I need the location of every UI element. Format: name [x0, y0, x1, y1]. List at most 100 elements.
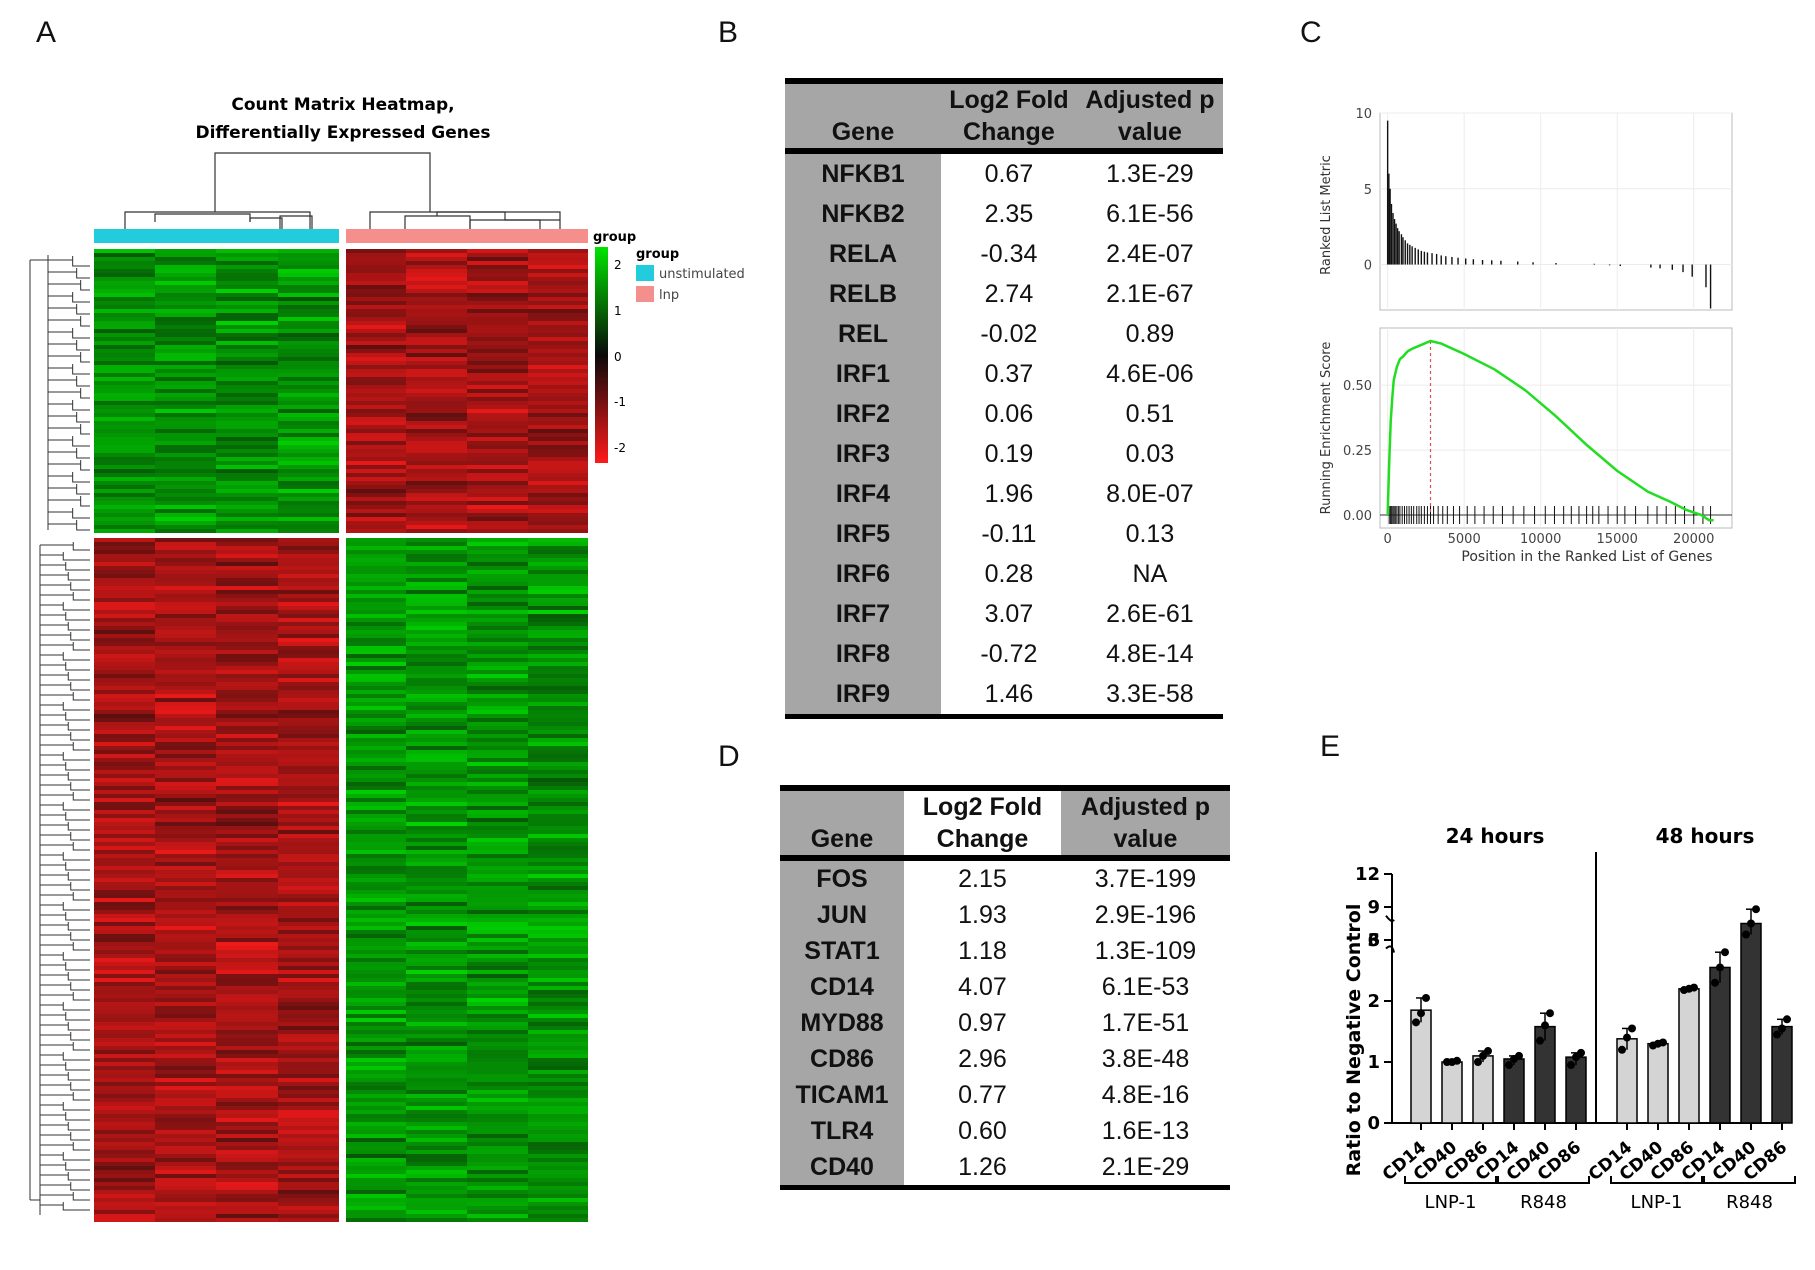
- e-data-point: [1541, 1021, 1549, 1030]
- header-gene: Gene: [785, 81, 941, 151]
- e-data-point: [1659, 1038, 1667, 1047]
- cell-fold-change: 1.96: [984, 479, 1034, 508]
- cell-gene: NFKB1: [785, 151, 941, 194]
- xtick-label: 0: [1384, 532, 1392, 547]
- e-data-point: [1716, 963, 1724, 972]
- cell-gene: RELA: [785, 234, 941, 274]
- e-treatment-label: LNP-1: [1425, 1192, 1477, 1213]
- e-group-title-24h: 24 hours: [1446, 824, 1545, 848]
- e-ytick-label: 0: [1367, 1113, 1380, 1134]
- e-data-point: [1422, 993, 1430, 1002]
- table-row: IRF8 -0.72 4.8E-14: [785, 634, 1223, 674]
- e-data-point: [1453, 1056, 1461, 1065]
- e-data-point: [1536, 1036, 1544, 1045]
- table-row: CD14 4.07 6.1E-53: [780, 969, 1230, 1005]
- e-data-point: [1515, 1051, 1523, 1060]
- table-row: TLR4 0.60 1.6E-13: [780, 1113, 1230, 1149]
- cell-adjusted-p: 0.13: [1125, 519, 1175, 548]
- e-data-point: [1747, 919, 1755, 928]
- cell-fold-change: 0.77: [958, 1080, 1007, 1109]
- legend-swatch-lnp: [636, 286, 654, 302]
- e-data-point: [1505, 1061, 1513, 1070]
- e-data-point: [1721, 948, 1729, 957]
- e-data-point: [1711, 978, 1719, 987]
- cell-adjusted-p: 6.1E-56: [1106, 199, 1194, 228]
- group-bar-lnp: [346, 229, 588, 243]
- heatmap-cells: [94, 249, 588, 1222]
- bottom-plot-frame: [1379, 327, 1733, 529]
- e-axis-break-mark: [1385, 945, 1395, 953]
- e-ytick-label: 2: [1367, 991, 1380, 1012]
- e-data-point: [1773, 1030, 1781, 1039]
- ranked-metric-plot: 10 5 0: [1355, 107, 1733, 311]
- e-ytick-label: 1: [1367, 1052, 1380, 1073]
- cell-fold-change: 2.35: [984, 199, 1034, 228]
- cell-fold-change: 0.97: [958, 1008, 1007, 1037]
- table-row: IRF6 0.28 NA: [785, 554, 1223, 594]
- bar-chart-e: Ratio to Negative Control 24 hours 48 ho…: [1343, 824, 1796, 1213]
- enrichment-ylabel: Running Enrichment Score: [1319, 342, 1334, 515]
- table-row: IRF4 1.96 8.0E-07: [785, 474, 1223, 514]
- cell-adjusted-p: 6.1E-53: [1101, 972, 1190, 1001]
- e-treatment-bracket: [1610, 1176, 1703, 1184]
- ytick-label: 0.25: [1343, 444, 1372, 459]
- e-bars: [1410, 905, 1793, 1124]
- cell-fold-change: -0.34: [980, 239, 1038, 268]
- table-b-body: NFKB1 0.67 1.3E-29 NFKB2 2.35 6.1E-56 RELA -0.3…: [785, 151, 1223, 717]
- cell-adjusted-p: 8.0E-07: [1106, 479, 1194, 508]
- table-row: TICAM1 0.77 4.8E-16: [780, 1077, 1230, 1113]
- xtick-label: 5000: [1448, 532, 1481, 547]
- cell-gene: NFKB2: [785, 194, 941, 234]
- cell-fold-change: 0.60: [958, 1116, 1007, 1145]
- cell-adjusted-p: 4.6E-06: [1106, 359, 1194, 388]
- ranked-metric-ylabel: Ranked List Metric: [1319, 155, 1334, 275]
- table-row: JUN 1.93 2.9E-196: [780, 897, 1230, 933]
- row-dendrogram: [29, 255, 90, 1215]
- cell-adjusted-p: 1.3E-29: [1106, 159, 1194, 188]
- cell-fold-change: 1.93: [958, 900, 1007, 929]
- cell-gene: STAT1: [780, 933, 904, 969]
- table-row: REL -0.02 0.89: [785, 314, 1223, 354]
- e-data-point: [1479, 1051, 1487, 1060]
- cell-fold-change: 1.26: [958, 1152, 1007, 1181]
- scale-tick: -1: [614, 395, 626, 409]
- cell-gene: FOS: [780, 858, 904, 897]
- xtick-label: 15000: [1597, 532, 1638, 547]
- cell-adjusted-p: 2.6E-61: [1106, 599, 1194, 628]
- cell-gene: CD14: [780, 969, 904, 1005]
- e-ytick-label: 12: [1355, 864, 1380, 885]
- cell-fold-change: 2.74: [984, 279, 1034, 308]
- e-bar: [1441, 1061, 1463, 1124]
- cell-fold-change: -0.02: [980, 319, 1038, 348]
- cell-adjusted-p: 2.1E-67: [1106, 279, 1194, 308]
- table-row: STAT1 1.18 1.3E-109: [780, 933, 1230, 969]
- group-bar-label: group: [593, 230, 636, 245]
- table-row: CD40 1.26 2.1E-29: [780, 1149, 1230, 1188]
- e-axis-break-mark: [1385, 915, 1395, 923]
- cell-fold-change: 3.07: [984, 599, 1034, 628]
- e-treatment-bracket: [1497, 1176, 1590, 1184]
- panel-label-b: B: [718, 16, 739, 49]
- e-treatment-label: LNP-1: [1631, 1192, 1683, 1213]
- header-fold-change: Log2 Fold Change: [941, 81, 1077, 151]
- table-row: IRF9 1.46 3.3E-58: [785, 674, 1223, 717]
- top-plot-frame: [1379, 112, 1733, 311]
- cell-adjusted-p: 2.9E-196: [1094, 900, 1197, 929]
- color-scale-bar: [595, 247, 608, 463]
- cell-fold-change: 1.18: [958, 936, 1007, 965]
- e-data-point: [1742, 930, 1750, 939]
- e-data-point: [1484, 1047, 1492, 1056]
- gsea-panel: 10 5 0 0.00 0.25 0.50 0 5000 10000 15000 20000 Ra…: [1319, 107, 1733, 565]
- table-row: NFKB2 2.35 6.1E-56: [785, 194, 1223, 234]
- e-ytick-label: 3: [1367, 930, 1380, 951]
- scale-tick: 1: [614, 304, 622, 318]
- cell-gene: RELB: [785, 274, 941, 314]
- cell-gene: JUN: [780, 897, 904, 933]
- ytick-label: 10: [1355, 107, 1372, 122]
- header-adjusted-p: Adjusted p value: [1076, 81, 1223, 151]
- table-row: IRF1 0.37 4.6E-06: [785, 354, 1223, 394]
- cell-gene: REL: [785, 314, 941, 354]
- e-group-title-48h: 48 hours: [1656, 824, 1755, 848]
- cell-fold-change: 2.96: [958, 1044, 1007, 1073]
- table-row: RELB 2.74 2.1E-67: [785, 274, 1223, 314]
